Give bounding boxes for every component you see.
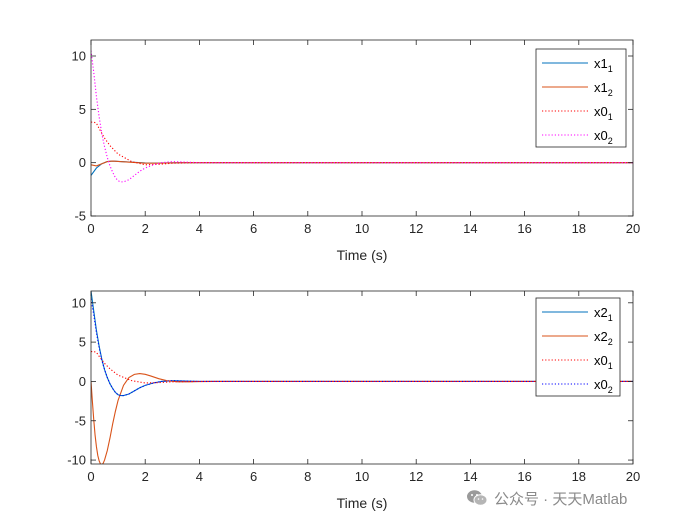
series-line-x0-1	[91, 121, 633, 166]
x-tick-label: 16	[517, 221, 531, 236]
x-tick-label: 10	[355, 469, 369, 484]
x-axis-label: Time (s)	[337, 495, 388, 511]
x-tick-label: 20	[626, 221, 640, 236]
y-tick-label: -5	[74, 413, 86, 428]
legend-label: x01	[594, 104, 613, 122]
series-group	[91, 291, 633, 464]
series-line-x0-2	[91, 298, 633, 397]
x-tick-label: 6	[250, 221, 257, 236]
legend: x21 x22 x01 x02	[535, 297, 621, 397]
x-tick-label: 8	[304, 469, 311, 484]
legend-label: x12	[594, 80, 613, 98]
legend-box	[535, 297, 621, 397]
x-tick-label: 14	[463, 469, 477, 484]
y-tick-label: 10	[72, 295, 86, 310]
y-tick-label: 10	[72, 49, 86, 64]
legend-label: x21	[594, 305, 613, 323]
legend-label: x11	[594, 56, 613, 74]
chart-panel-2: 0 2 4 6 8 10 12 14 16 18 20 -10 -5 0 5 10 Time (s) x21 x22…	[67, 290, 640, 511]
x-tick-label: 6	[250, 469, 257, 484]
x-tick-label: 18	[572, 221, 586, 236]
x-tick-label: 14	[463, 221, 477, 236]
x-tick-label: 2	[142, 221, 149, 236]
y-tick-label: 5	[79, 102, 86, 117]
legend-label: x01	[594, 353, 613, 371]
x-tick-label: 0	[87, 469, 94, 484]
series-group	[91, 50, 633, 183]
series-line-x0-2	[91, 50, 633, 183]
x-tick-label: 4	[196, 469, 203, 484]
watermark-text: 公众号 · 天天Matlab	[494, 490, 628, 508]
x-tick-label: 12	[409, 221, 423, 236]
wechat-icon	[467, 490, 488, 506]
x-tick-label: 20	[626, 469, 640, 484]
legend-box	[535, 48, 627, 148]
y-tick-label: 0	[79, 155, 86, 170]
legend: x11 x12 x01 x02	[535, 48, 627, 148]
y-tick-label: 0	[79, 374, 86, 389]
x-tick-label: 16	[517, 469, 531, 484]
legend-label: x02	[594, 377, 613, 395]
y-tick-label: -5	[74, 209, 86, 224]
y-tick-label: -10	[67, 453, 86, 468]
legend-label: x22	[594, 329, 613, 347]
x-tick-label: 0	[87, 221, 94, 236]
x-tick-label: 18	[572, 469, 586, 484]
x-tick-label: 8	[304, 221, 311, 236]
legend-label: x02	[594, 128, 613, 146]
series-line-x2-2	[91, 373, 633, 464]
x-tick-label: 12	[409, 469, 423, 484]
y-tick-label: 5	[79, 335, 86, 350]
x-axis-label: Time (s)	[337, 247, 388, 263]
watermark: 公众号 · 天天Matlab	[466, 486, 627, 510]
x-tick-label: 10	[355, 221, 369, 236]
x-tick-label: 2	[142, 469, 149, 484]
x-tick-label: 4	[196, 221, 203, 236]
